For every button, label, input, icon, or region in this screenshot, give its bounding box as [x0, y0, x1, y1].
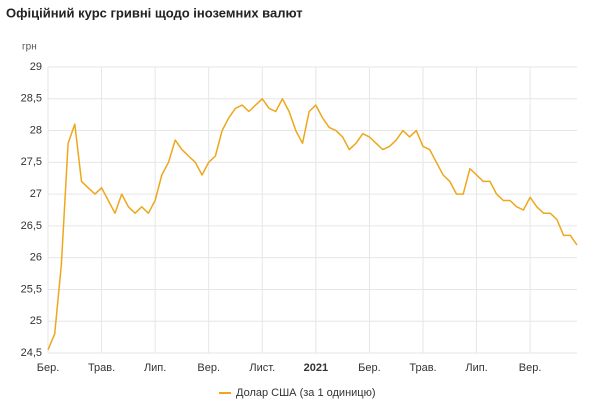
legend-label: Долар США (за 1 одиницю)	[236, 387, 376, 399]
x-tick-label: Трав.	[88, 362, 115, 374]
y-tick-label: 26,5	[21, 220, 42, 232]
x-tick-label: Вер.	[519, 362, 542, 374]
x-tick-label: 2021	[304, 362, 328, 374]
x-tick-label: Бер.	[37, 362, 60, 374]
series-line	[47, 98, 578, 351]
x-tick-label: Трав.	[409, 362, 436, 374]
y-tick-label: 29	[30, 61, 42, 73]
x-tick-label: Вер.	[197, 362, 220, 374]
y-tick-label: 26	[30, 252, 42, 264]
y-tick-label: 27	[30, 188, 42, 200]
y-tick-label: 28,5	[21, 93, 42, 105]
y-tick-label: 28	[30, 124, 42, 136]
x-tick-label: Лист.	[249, 362, 275, 374]
y-tick-label: 25	[30, 315, 42, 327]
y-tick-label: 24,5	[21, 347, 42, 359]
y-axis-label: грн	[22, 42, 37, 53]
y-tick-label: 25,5	[21, 283, 42, 295]
y-tick-label: 27,5	[21, 156, 42, 168]
x-tick-label: Бер.	[358, 362, 381, 374]
x-tick-label: Лип.	[144, 362, 166, 374]
x-tick-label: Лип.	[465, 362, 487, 374]
chart-title: Офіційний курс гривні щодо іноземних вал…	[6, 5, 303, 20]
